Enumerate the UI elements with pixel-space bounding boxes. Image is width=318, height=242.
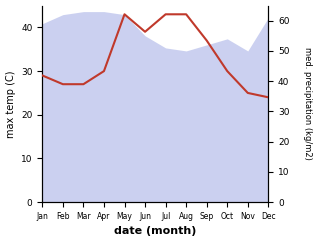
X-axis label: date (month): date (month) — [114, 227, 197, 236]
Y-axis label: med. precipitation (kg/m2): med. precipitation (kg/m2) — [303, 47, 313, 160]
Y-axis label: max temp (C): max temp (C) — [5, 70, 16, 138]
